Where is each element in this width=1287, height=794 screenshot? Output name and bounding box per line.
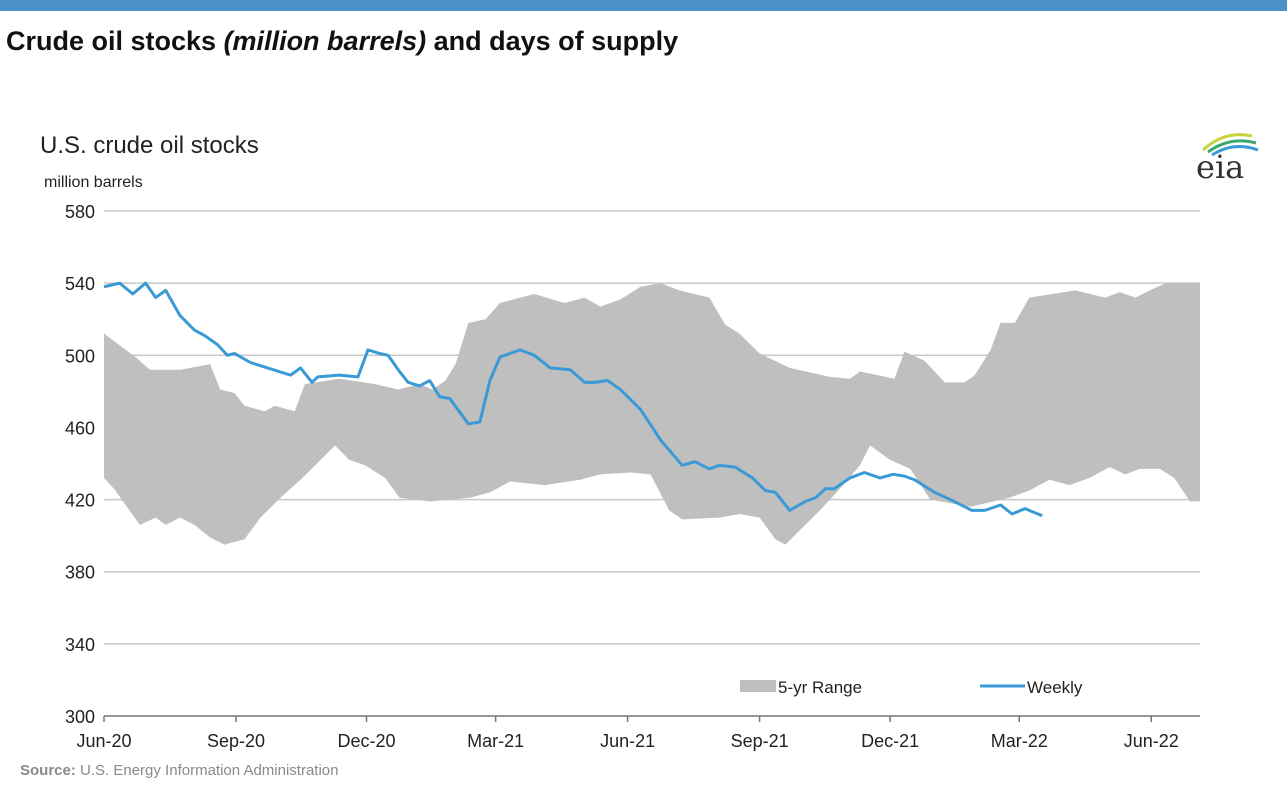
x-tick-label: Dec-21 (861, 731, 919, 751)
page-title: Crude oil stocks (million barrels) and d… (6, 26, 678, 57)
y-tick-label: 500 (65, 346, 95, 366)
x-tick-label: Jun-20 (76, 731, 131, 751)
x-tick-label: Sep-21 (731, 731, 789, 751)
chart-title: U.S. crude oil stocks (40, 132, 259, 159)
x-tick-label: Jun-22 (1124, 731, 1179, 751)
y-tick-label: 540 (65, 274, 95, 294)
y-tick-label: 460 (65, 418, 95, 438)
x-tick-label: Mar-22 (991, 731, 1048, 751)
x-tick-label: Sep-20 (207, 731, 265, 751)
y-axis-unit: million barrels (44, 174, 143, 191)
y-tick-label: 380 (65, 563, 95, 583)
x-tick-label: Dec-20 (338, 731, 396, 751)
legend-label-weekly: Weekly (1027, 678, 1083, 697)
x-tick-label: Jun-21 (600, 731, 655, 751)
top-accent-bar (0, 0, 1287, 11)
title-italic: (million barrels) (223, 26, 427, 56)
title-end: and days of supply (426, 26, 679, 56)
source-text: U.S. Energy Information Administration (75, 762, 339, 779)
legend-swatch-range (740, 680, 776, 692)
weekly-line (103, 281, 1043, 518)
x-tick-label: Mar-21 (467, 731, 524, 751)
y-tick-label: 340 (65, 635, 95, 655)
eia-logo: eia (1196, 133, 1259, 186)
y-tick-label: 420 (65, 491, 95, 511)
title-main: Crude oil stocks (6, 26, 224, 56)
source-label: Source: (20, 762, 76, 779)
source-note: Source: U.S. Energy Information Administ… (20, 762, 338, 779)
legend-label-range: 5-yr Range (778, 678, 862, 697)
svg-text:eia: eia (1196, 148, 1244, 186)
range-band (104, 283, 1200, 545)
y-tick-label: 300 (65, 707, 95, 727)
legend: 5-yr Range Weekly (740, 678, 1083, 697)
y-tick-label: 580 (65, 202, 95, 222)
